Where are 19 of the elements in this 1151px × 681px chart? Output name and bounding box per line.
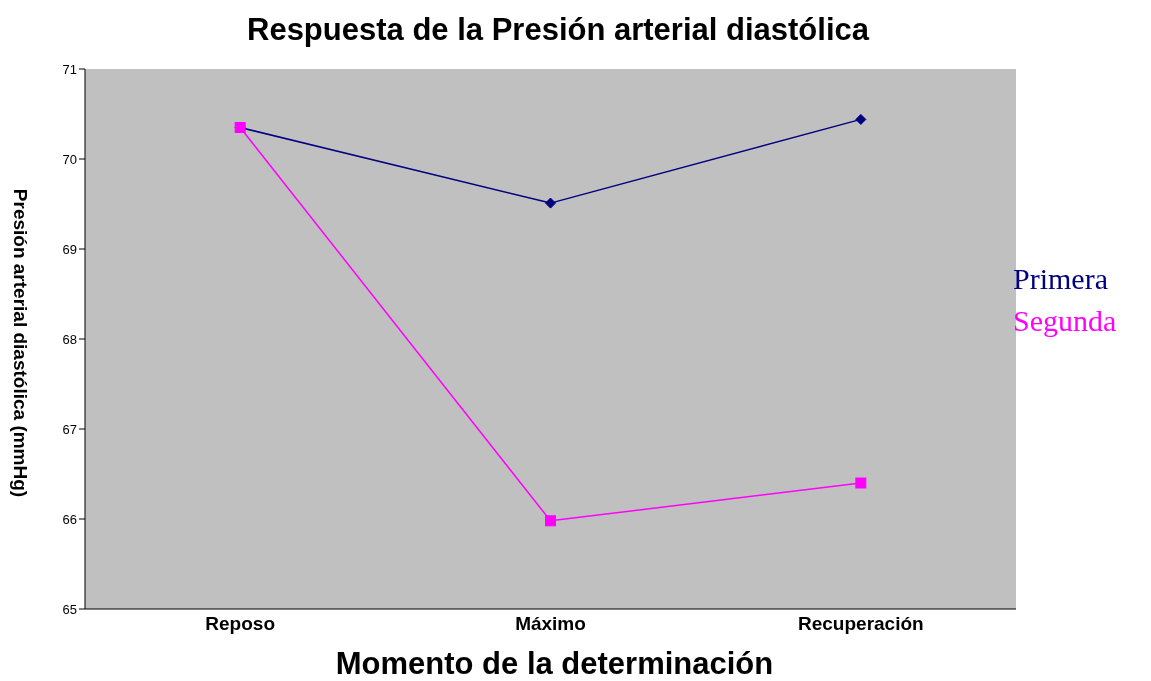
y-axis-title: Presión arterial diastólica (mmHg) [9, 188, 31, 498]
x-axis-title: Momento de la determinación [334, 646, 775, 681]
y-tick-label: 66 [62, 511, 77, 527]
x-tick-label: Máximo [515, 613, 586, 635]
point [545, 515, 556, 527]
point [855, 477, 867, 489]
x-tick-label: Recuperación [798, 613, 924, 635]
text: Primera [1013, 261, 1109, 297]
text: Segunda [1013, 303, 1117, 339]
y-tick-label: 69 [62, 241, 77, 257]
point [545, 197, 556, 209]
y-tick-label: 67 [62, 421, 77, 437]
y-tick-label: 70 [62, 151, 77, 167]
y-tick-label: 65 [62, 601, 77, 617]
x-tick-label: Reposo [205, 613, 276, 635]
chart-title: Respuesta de la Presión arterial diastólica [246, 12, 871, 48]
y-tick-label: 71 [62, 61, 77, 77]
point [855, 113, 867, 125]
y-tick-label: 68 [62, 331, 77, 347]
